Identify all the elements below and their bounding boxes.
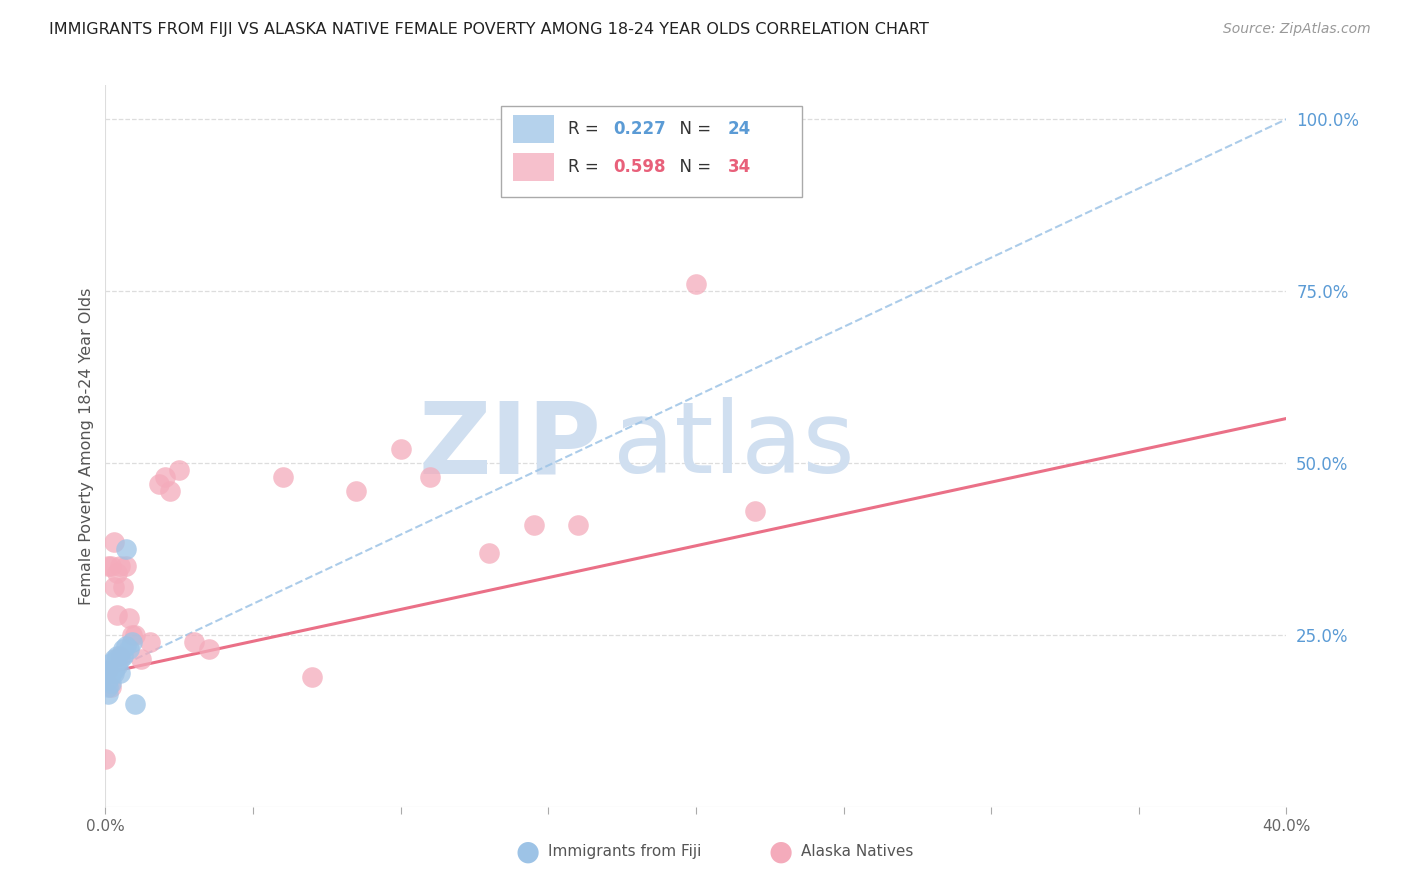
Point: [159, 483, 181, 498]
Point: [115, 559, 138, 574]
Point: [97, 687, 120, 701]
Point: [110, 652, 132, 666]
Text: Immigrants from Fiji: Immigrants from Fiji: [548, 845, 702, 859]
Point: [478, 546, 501, 560]
Point: [103, 659, 125, 673]
Text: IMMIGRANTS FROM FIJI VS ALASKA NATIVE FEMALE POVERTY AMONG 18-24 YEAR OLDS CORRE: IMMIGRANTS FROM FIJI VS ALASKA NATIVE FE…: [49, 22, 929, 37]
Point: [105, 652, 128, 666]
Point: [110, 559, 132, 574]
Bar: [501, 106, 803, 197]
Point: [124, 628, 146, 642]
Text: 24: 24: [728, 120, 751, 137]
Point: [100, 663, 122, 677]
Point: [115, 542, 138, 557]
Text: 0.598: 0.598: [613, 158, 666, 176]
Text: 0.227: 0.227: [613, 120, 666, 137]
Point: [121, 628, 143, 642]
Point: [685, 277, 707, 292]
Bar: [513, 153, 554, 181]
Point: [103, 663, 125, 677]
Point: [110, 648, 132, 663]
Text: N =: N =: [669, 120, 716, 137]
Point: [105, 648, 128, 663]
Point: [112, 648, 135, 663]
Point: [105, 659, 128, 673]
Text: Alaska Natives: Alaska Natives: [801, 845, 914, 859]
Point: [97, 680, 120, 694]
Bar: [513, 115, 554, 143]
Text: ●: ●: [515, 838, 540, 866]
Point: [523, 518, 546, 533]
Point: [567, 518, 589, 533]
Point: [153, 470, 176, 484]
Y-axis label: Female Poverty Among 18-24 Year Olds: Female Poverty Among 18-24 Year Olds: [79, 287, 94, 605]
Point: [100, 676, 122, 690]
Text: N =: N =: [669, 158, 716, 176]
Point: [115, 639, 138, 653]
Point: [94, 666, 117, 681]
Point: [346, 483, 368, 498]
Point: [100, 666, 122, 681]
Point: [112, 580, 135, 594]
Point: [105, 566, 128, 581]
Point: [419, 470, 441, 484]
Point: [301, 669, 323, 683]
Text: 34: 34: [728, 158, 751, 176]
Point: [118, 642, 141, 657]
Point: [105, 607, 128, 622]
Point: [97, 559, 120, 574]
Point: [389, 442, 412, 457]
Text: R =: R =: [568, 158, 605, 176]
Point: [129, 652, 152, 666]
Text: Source: ZipAtlas.com: Source: ZipAtlas.com: [1223, 22, 1371, 37]
Point: [183, 635, 205, 649]
Point: [103, 535, 125, 549]
Point: [744, 504, 766, 518]
Point: [100, 680, 122, 694]
Point: [169, 463, 191, 477]
Point: [100, 559, 122, 574]
Point: [103, 580, 125, 594]
Point: [97, 663, 120, 677]
Text: ZIP: ZIP: [419, 398, 602, 494]
Point: [112, 642, 135, 657]
Point: [197, 642, 219, 657]
Point: [103, 666, 125, 681]
Point: [121, 635, 143, 649]
Point: [148, 476, 170, 491]
Point: [97, 673, 120, 687]
Point: [103, 652, 125, 666]
Point: [138, 635, 162, 649]
Point: [94, 752, 117, 766]
Text: ●: ●: [768, 838, 793, 866]
Text: atlas: atlas: [613, 398, 855, 494]
Point: [124, 697, 146, 711]
Point: [110, 666, 132, 681]
Point: [100, 656, 122, 670]
Point: [118, 611, 141, 625]
Text: R =: R =: [568, 120, 605, 137]
Point: [271, 470, 294, 484]
